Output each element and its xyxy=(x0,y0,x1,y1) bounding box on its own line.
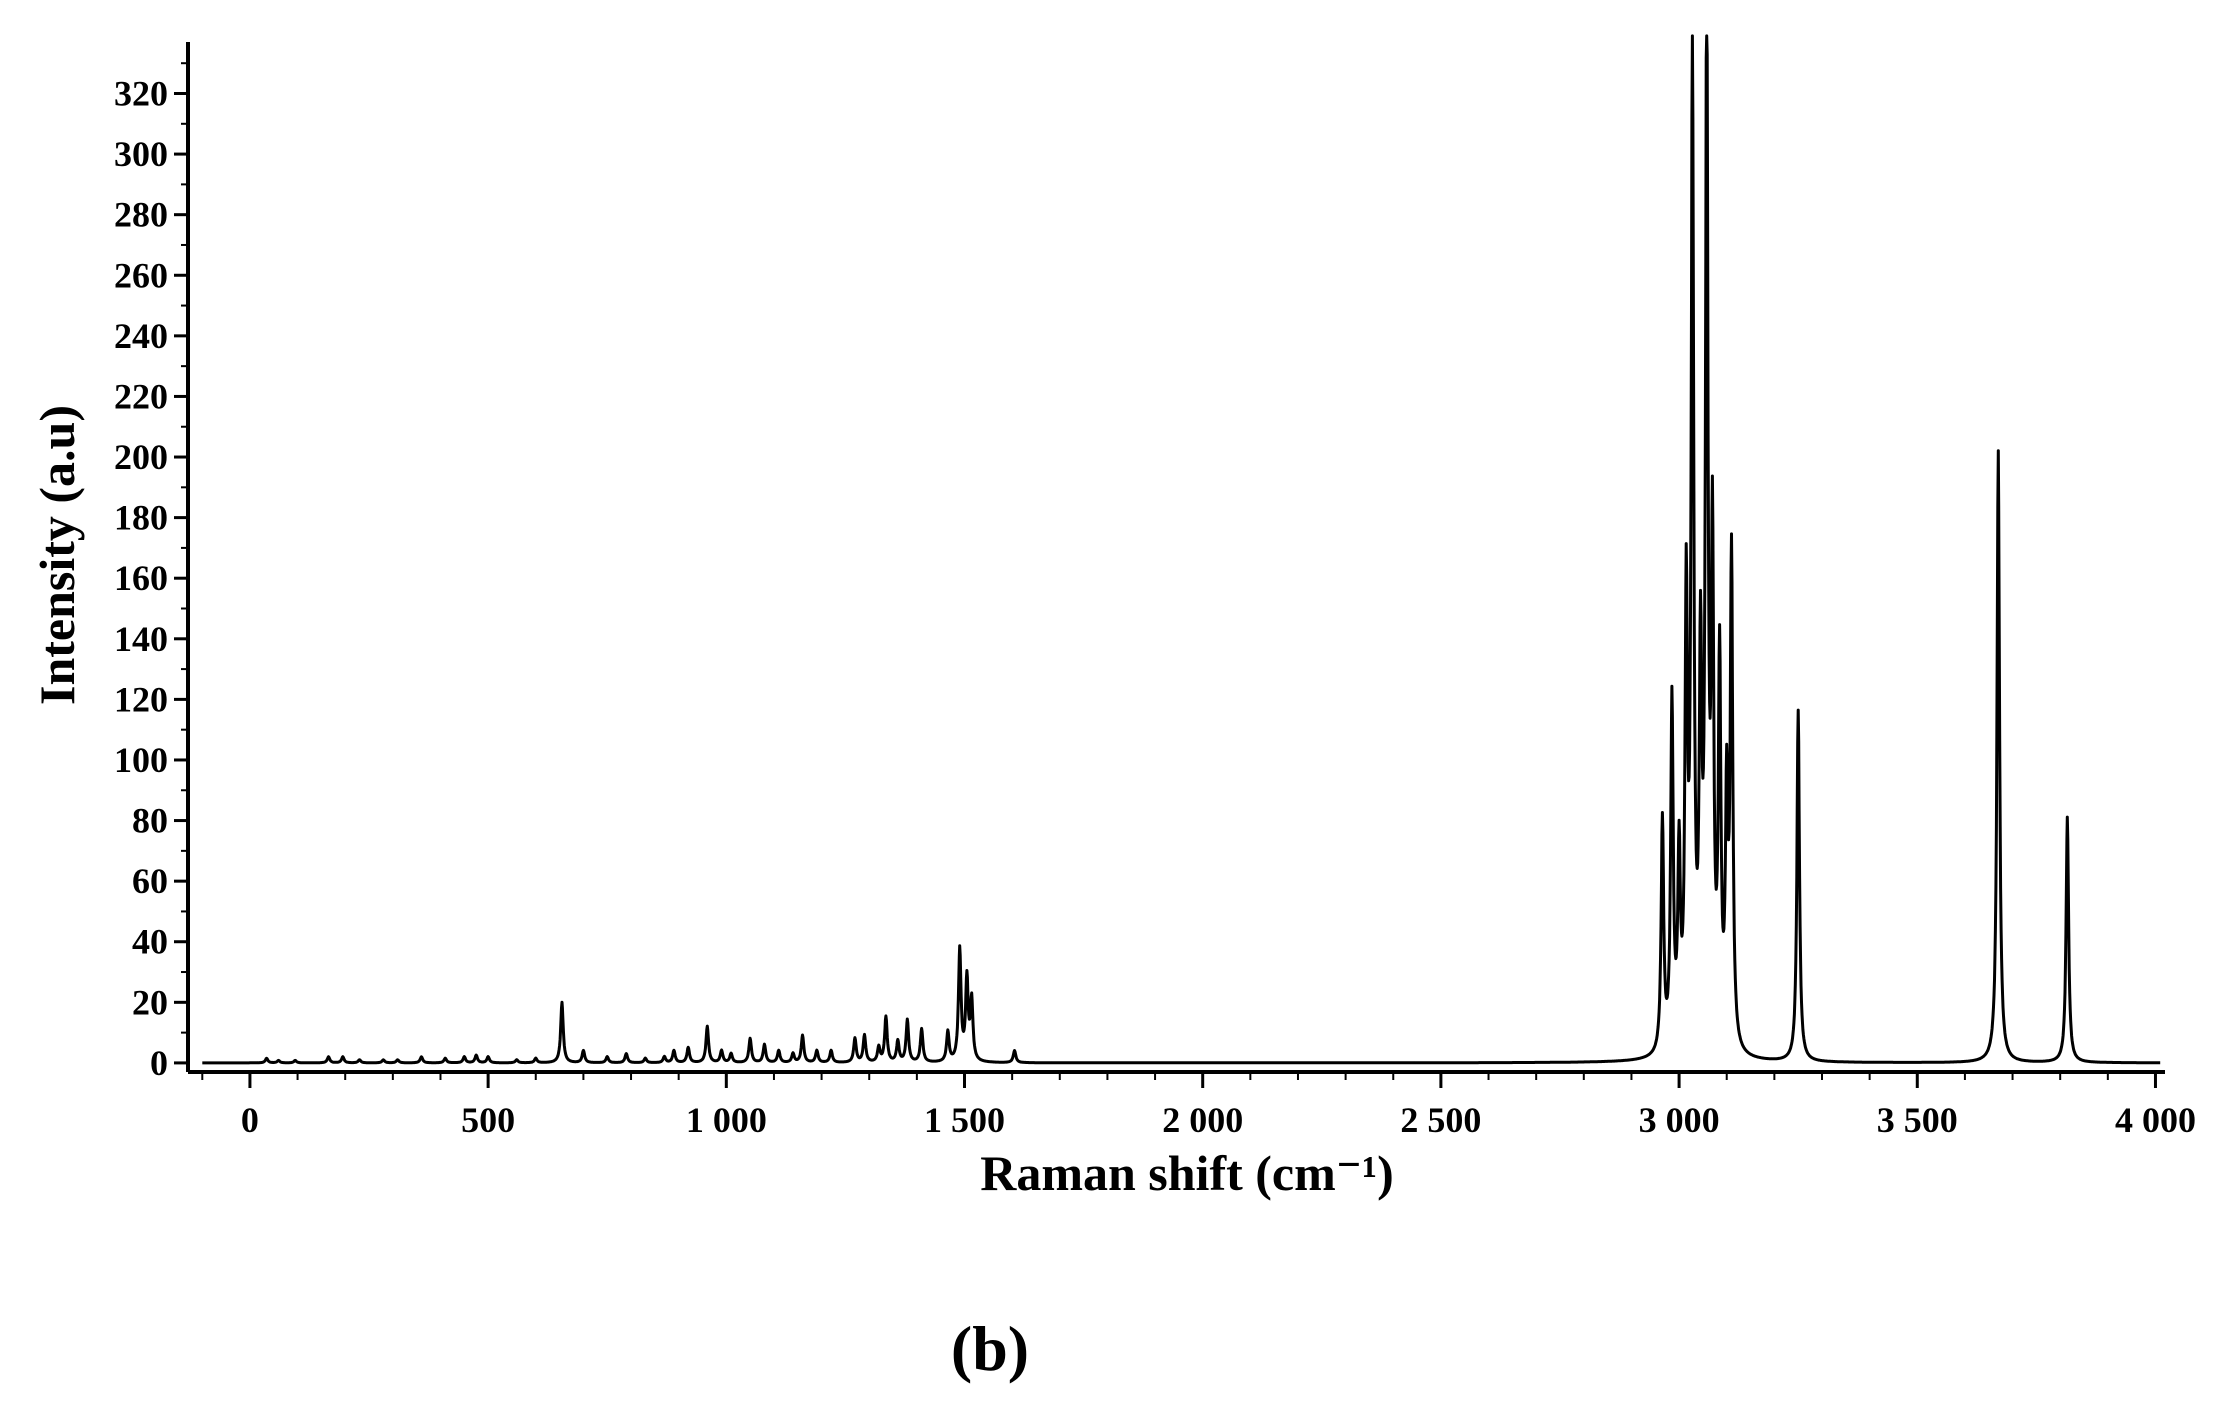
y-tick-label: 320 xyxy=(114,74,168,114)
x-tick-label: 4 000 xyxy=(2115,1100,2196,1140)
panel-label: (b) xyxy=(951,1313,1029,1384)
spectrum-series-line xyxy=(201,34,2162,1065)
x-tick-label: 2 000 xyxy=(1162,1100,1243,1140)
x-tick-label: 1 500 xyxy=(924,1100,1005,1140)
x-axis-title: Raman shift (cm⁻¹) xyxy=(980,1145,1394,1201)
y-axis-title: Intensity (a.u) xyxy=(29,405,85,705)
y-tick-label: 120 xyxy=(114,679,168,719)
y-tick-label: 100 xyxy=(114,740,168,780)
y-tick-label: 260 xyxy=(114,255,168,295)
x-tick-label: 1 000 xyxy=(686,1100,767,1140)
y-tick-label: 60 xyxy=(132,861,168,901)
y-tick-label: 0 xyxy=(150,1043,168,1083)
y-tick-label: 200 xyxy=(114,437,168,477)
y-tick-label: 80 xyxy=(132,801,168,841)
y-tick-label: 300 xyxy=(114,134,168,174)
x-tick-label: 500 xyxy=(461,1100,515,1140)
y-axis-ticks: 0 20 40 60 80 100 120 140 160 180 200 220 240 260 280 3… xyxy=(114,62,188,1083)
x-axis-ticks: 0 500 1 000 1 500 2 000 2 500 3 000 3 500 4 000 xyxy=(201,1072,2196,1140)
x-tick-label: 2 500 xyxy=(1400,1100,1481,1140)
y-tick-label: 180 xyxy=(114,498,168,538)
x-tick-label: 0 xyxy=(241,1100,259,1140)
x-tick-label: 3 500 xyxy=(1877,1100,1958,1140)
y-tick-label: 220 xyxy=(114,376,168,416)
y-tick-label: 240 xyxy=(114,316,168,356)
y-tick-label: 160 xyxy=(114,558,168,598)
y-tick-label: 20 xyxy=(132,982,168,1022)
y-tick-label: 280 xyxy=(114,195,168,235)
y-tick-label: 140 xyxy=(114,619,168,659)
x-tick-label: 3 000 xyxy=(1639,1100,1720,1140)
y-tick-label: 40 xyxy=(132,922,168,962)
